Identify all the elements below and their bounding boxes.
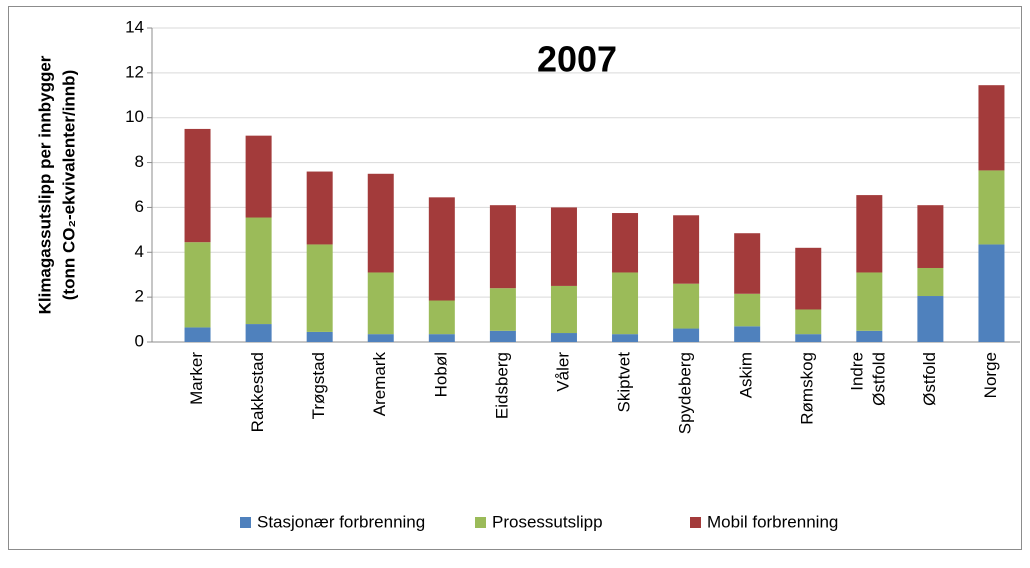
y-tick-label: 14 — [125, 17, 144, 36]
bar-segment — [795, 309, 822, 335]
bar-segment — [612, 213, 639, 273]
bar-segment — [734, 233, 761, 294]
y-axis-label: Klimagassutslipp per innbygger — [35, 55, 54, 314]
y-tick-label: 2 — [135, 287, 144, 306]
x-tick-label: Eidsberg — [492, 352, 511, 419]
y-tick-label: 6 — [135, 197, 144, 216]
bar-segment — [184, 327, 211, 342]
bar-segment — [978, 244, 1005, 342]
bar-segment — [245, 135, 272, 218]
legend-label: Prosessutslipp — [492, 512, 603, 531]
bar-segment — [795, 247, 822, 310]
legend-swatch — [690, 517, 701, 528]
legend-label: Stasjonær forbrenning — [257, 512, 425, 531]
bar-segment — [734, 326, 761, 342]
bar-segment — [245, 324, 272, 342]
bar-segment — [550, 285, 577, 334]
y-tick-label: 8 — [135, 152, 144, 171]
bar-segment — [612, 334, 639, 342]
chart-title: 2007 — [537, 39, 617, 80]
x-tick-label: Norge — [981, 352, 1000, 398]
bar-segment — [795, 334, 822, 342]
bar-segment — [550, 333, 577, 342]
bar-segment — [917, 205, 944, 268]
y-tick-label: 12 — [125, 62, 144, 81]
legend-label: Mobil forbrenning — [707, 512, 838, 531]
bar-segment — [673, 328, 700, 342]
bar-segment — [428, 300, 455, 335]
x-tick-label: Trøgstad — [309, 352, 328, 419]
bar-segment — [184, 242, 211, 328]
x-tick-label: Askim — [737, 352, 756, 398]
bar-segment — [734, 293, 761, 327]
x-tick-label: Østfold — [920, 352, 939, 406]
bar-segment — [367, 173, 394, 273]
bar-segment — [856, 330, 883, 342]
x-tick-label: Spydeberg — [676, 352, 695, 434]
bar-segment — [856, 195, 883, 273]
bar-segment — [856, 272, 883, 331]
bar-segment — [428, 334, 455, 342]
x-tick-label: Marker — [187, 352, 206, 405]
bar-segment — [306, 171, 333, 245]
x-tick-label: Skiptvet — [615, 352, 634, 413]
y-tick-label: 0 — [135, 331, 144, 350]
y-axis-label: (tonn CO₂-ekvivalenter/innb) — [59, 70, 78, 300]
y-tick-label: 4 — [135, 242, 144, 261]
bar-segment — [978, 85, 1005, 171]
bar-segment — [550, 207, 577, 286]
x-tick-label: Våler — [553, 352, 572, 392]
legend-swatch — [240, 517, 251, 528]
bar-segment — [184, 128, 211, 243]
bar-segment — [673, 283, 700, 329]
bar-segment — [612, 272, 639, 335]
bar-segment — [306, 244, 333, 332]
x-tick-label: Aremark — [370, 352, 389, 417]
bar-segment — [489, 205, 516, 289]
x-tick-label: Indre Østfold — [848, 352, 889, 411]
bar-segment — [367, 334, 394, 342]
bar-segment — [428, 197, 455, 301]
y-tick-label: 10 — [125, 107, 144, 126]
bar-segment — [245, 217, 272, 325]
bar-segment — [306, 331, 333, 342]
bar-segment — [673, 215, 700, 284]
legend-swatch — [475, 517, 486, 528]
x-tick-label: Rømskog — [798, 352, 817, 425]
x-tick-label: Hobøl — [431, 352, 450, 397]
bar-segment — [917, 296, 944, 342]
bar-segment — [917, 267, 944, 297]
bar-segment — [489, 330, 516, 342]
bar-segment — [367, 272, 394, 335]
bar-segment — [489, 288, 516, 331]
bar-segment — [978, 170, 1005, 245]
x-tick-label: Rakkestad — [248, 352, 267, 432]
